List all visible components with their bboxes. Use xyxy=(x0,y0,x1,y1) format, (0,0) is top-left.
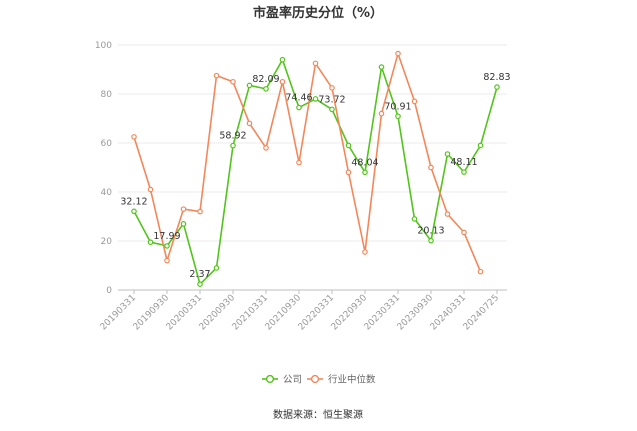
data-point xyxy=(461,169,467,175)
data-point xyxy=(395,113,401,120)
data-point xyxy=(131,208,137,215)
data-point xyxy=(213,72,220,79)
series-lines xyxy=(133,52,498,285)
data-point xyxy=(279,78,286,85)
data-label: 73.72 xyxy=(318,94,345,105)
data-label: 2.37 xyxy=(189,269,210,280)
data-point xyxy=(411,98,418,105)
data-point xyxy=(444,211,451,217)
data-point xyxy=(213,265,220,271)
data-label: 82.09 xyxy=(252,74,279,85)
data-point xyxy=(428,237,434,244)
data-point xyxy=(428,164,434,171)
data-point xyxy=(147,186,154,193)
data-label: 20.13 xyxy=(417,226,444,237)
chart-title: 市盈率历史分位（%） xyxy=(253,5,383,21)
series-points xyxy=(131,50,500,287)
data-point xyxy=(411,216,418,222)
data-point xyxy=(378,110,385,117)
axes: 0204060801002019033120190930202003312020… xyxy=(95,41,507,333)
data-label: 17.99 xyxy=(153,231,180,242)
data-point xyxy=(263,145,269,151)
data-point xyxy=(296,159,302,166)
data-label: 48.04 xyxy=(351,157,378,168)
data-label: 48.11 xyxy=(450,157,477,168)
data-point xyxy=(147,239,154,246)
data-point xyxy=(180,206,187,212)
data-point xyxy=(345,142,352,149)
series-line-1 xyxy=(133,52,482,272)
source-note: 数据来源：恒生聚源 xyxy=(273,408,363,421)
data-point xyxy=(461,229,467,236)
data-point xyxy=(494,84,500,90)
grid-lines xyxy=(118,44,507,242)
x-tick-label: 20240725 xyxy=(462,293,501,332)
legend-label-1[interactable]: 行业中位数 xyxy=(328,374,376,386)
data-point xyxy=(477,268,484,275)
data-point xyxy=(362,169,368,176)
data-point xyxy=(246,120,253,127)
y-tick-label: 100 xyxy=(95,41,112,51)
data-point xyxy=(329,85,335,91)
data-point xyxy=(180,221,187,227)
data-point xyxy=(279,56,286,63)
data-point xyxy=(477,142,484,149)
legend-marker-0[interactable] xyxy=(265,374,275,384)
legend[interactable]: 公司 行业中位数 xyxy=(262,374,376,386)
data-point xyxy=(230,142,236,149)
y-tick-label: 40 xyxy=(101,188,113,198)
data-point xyxy=(329,106,335,113)
y-tick-label: 80 xyxy=(101,90,113,100)
data-point xyxy=(164,243,170,249)
legend-marker-1[interactable] xyxy=(310,374,320,384)
data-point xyxy=(197,208,203,215)
data-label: 32.12 xyxy=(120,196,147,207)
data-point xyxy=(312,60,319,67)
data-point xyxy=(312,96,319,102)
y-tick-label: 20 xyxy=(101,237,113,247)
data-point xyxy=(131,134,137,140)
data-labels: 32.12 17.99 2.37 58.92 82.09 74.46 73.72 48.04 7… xyxy=(120,72,510,280)
data-point xyxy=(197,281,203,287)
data-point xyxy=(263,86,269,92)
legend-label-0[interactable]: 公司 xyxy=(283,375,302,386)
data-label: 74.46 xyxy=(285,93,312,104)
data-label: 82.83 xyxy=(483,72,510,83)
data-label: 58.92 xyxy=(219,131,246,142)
data-point xyxy=(246,82,253,89)
data-label: 70.91 xyxy=(384,101,411,112)
data-point xyxy=(362,249,368,255)
data-point xyxy=(345,169,352,176)
data-point xyxy=(230,78,236,85)
series-line-0 xyxy=(133,58,498,285)
y-tick-label: 0 xyxy=(106,286,112,296)
data-point xyxy=(164,257,170,264)
y-tick-label: 60 xyxy=(101,139,113,149)
data-point xyxy=(444,151,451,157)
data-point xyxy=(395,50,401,57)
data-point xyxy=(296,104,302,111)
data-point xyxy=(378,64,385,70)
